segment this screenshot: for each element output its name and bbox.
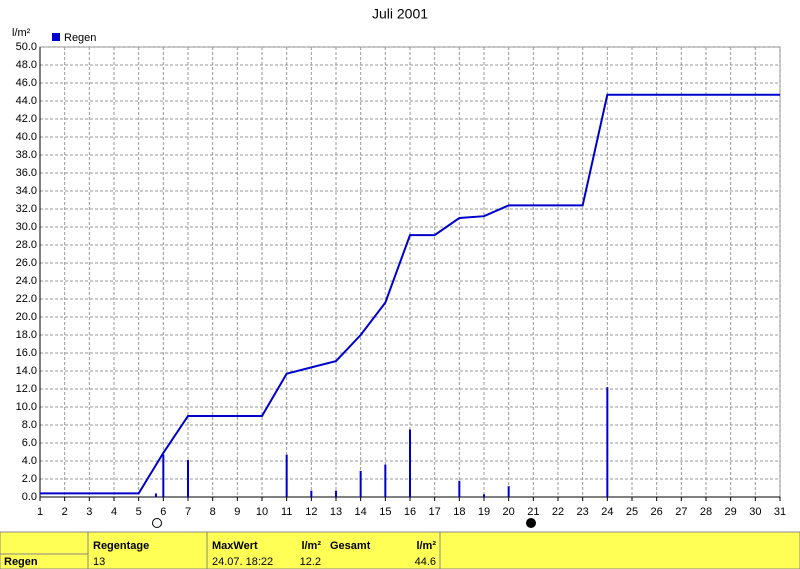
x-tick-label: 14 [355,506,367,518]
x-tick-label: 17 [429,506,441,518]
column-value: 44.6 [415,556,436,568]
x-tick-label: 5 [136,506,142,518]
x-tick-label: 20 [503,506,515,518]
y-tick-label: 22.0 [16,293,37,305]
y-tick-label: 28.0 [16,239,37,251]
bar [335,490,337,497]
x-tick-label: 26 [651,506,663,518]
x-tick-label: 11 [281,506,292,518]
y-tick-label: 46.0 [16,77,37,89]
column-value: 24.07. 18:22 [212,556,273,568]
bar [409,429,411,497]
x-tick-label: 25 [626,506,638,518]
x-tick-label: 2 [62,506,68,518]
x-tick-label: 23 [577,506,589,518]
column-header: Gesamt [330,540,371,552]
x-tick-label: 19 [478,506,490,518]
x-tick-label: 4 [111,506,117,518]
bar [507,486,510,497]
legend-label: Regen [64,32,96,44]
y-tick-label: 16.0 [16,347,37,359]
x-tick-label: 10 [256,506,268,518]
y-tick-label: 14.0 [16,365,37,377]
legend-swatch [52,33,60,41]
cumulative-line [40,93,780,495]
x-tick-label: 6 [160,506,166,518]
x-tick-label: 16 [404,506,416,518]
x-tick-label: 18 [453,506,465,518]
y-tick-label: 10.0 [16,401,37,413]
x-tick-label: 15 [379,506,391,518]
y-tick-label: 48.0 [16,59,37,71]
x-tick-label: 8 [210,506,216,518]
x-tick-label: 31 [774,506,786,518]
bar [285,454,288,497]
y-tick-label: 2.0 [22,473,37,485]
x-tick-label: 27 [675,506,687,518]
x-tick-label: 9 [234,506,240,518]
x-tick-label: 29 [725,506,737,518]
y-tick-label: 32.0 [16,203,37,215]
bar [310,490,313,497]
x-tick-label: 3 [86,506,92,518]
y-axis-label: l/m² [12,27,31,39]
bar [154,493,157,497]
y-tick-label: 36.0 [16,167,37,179]
x-tick-label: 12 [305,506,317,518]
y-tick-label: 20.0 [16,311,37,323]
y-tick-label: 34.0 [16,185,37,197]
x-tick-label: 24 [601,506,613,518]
table-bg [0,531,800,569]
y-tick-label: 4.0 [22,455,37,467]
bar [359,470,362,497]
bar [187,460,189,497]
y-tick-label: 44.0 [16,95,37,107]
summary-table: Regen Regentage 13 MaxWert 24.07. 18:22 l/m² 1… [0,531,800,569]
y-tick-label: 38.0 [16,149,37,161]
bar [483,494,485,497]
y-tick-label: 18.0 [16,329,37,341]
bar [606,387,609,497]
x-tick-label: 22 [552,506,564,518]
column-header: l/m² [416,540,436,552]
column-value: 13 [93,556,105,568]
chart-title: Juli 2001 [372,6,428,22]
y-tick-label: 40.0 [16,131,37,143]
moon-full [152,518,162,528]
y-tick-label: 0.0 [22,491,37,503]
x-tick-label: 30 [749,506,761,518]
column-value: 12.2 [300,556,321,568]
x-tick-label: 7 [185,506,191,518]
bar [162,454,165,497]
bar [384,464,387,497]
y-tick-label: 42.0 [16,113,37,125]
column-header: MaxWert [212,540,258,552]
bar [458,480,461,497]
y-tick-label: 26.0 [16,257,37,269]
column-header: l/m² [301,540,321,552]
column-header: Regentage [93,540,149,552]
moon-new [526,518,536,528]
y-tick-label: 8.0 [22,419,37,431]
x-tick-label: 21 [527,506,539,518]
x-tick-label: 1 [37,506,43,518]
y-tick-label: 12.0 [16,383,37,395]
x-tick-label: 13 [330,506,342,518]
y-tick-label: 24.0 [16,275,37,287]
y-tick-label: 30.0 [16,221,37,233]
row-label: Regen [4,556,38,568]
y-tick-label: 6.0 [22,437,37,449]
y-tick-label: 50.0 [16,41,37,53]
x-tick-label: 28 [700,506,712,518]
